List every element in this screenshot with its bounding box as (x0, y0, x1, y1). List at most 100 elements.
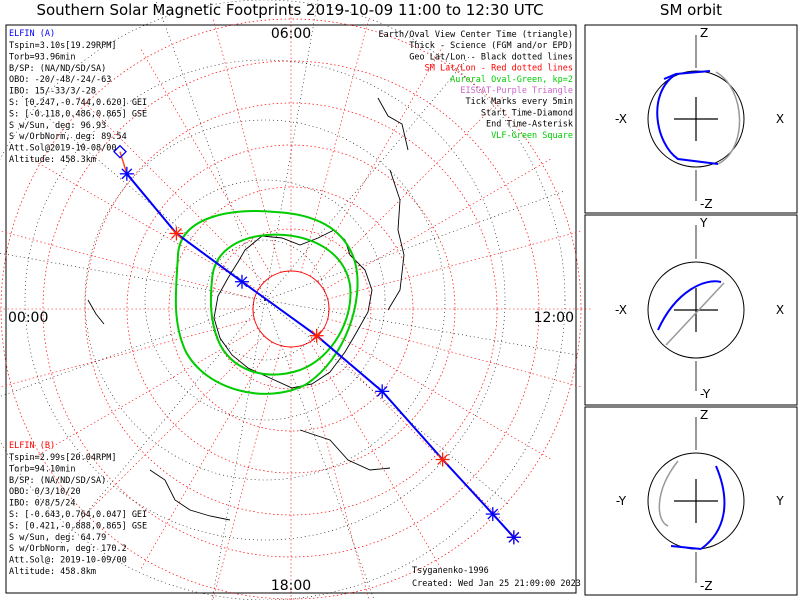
orbit-back (658, 460, 679, 527)
legend-entry: Thick - Science (FGM and/or EPD) (409, 41, 573, 51)
spacecraft-info-line: S w/OrbNorm, deg: 89.54 (9, 132, 127, 142)
spacecraft-info-line: S w/Sun, deg: 64.79 (9, 533, 106, 543)
legend-entry: VLF-Green Square (491, 131, 573, 141)
track-elfin-a (126, 173, 515, 539)
footprint-tracks (113, 144, 521, 545)
auroral-oval (174, 210, 359, 395)
spacecraft-info-line: Att.Sol@: 2019-10-09/00 (9, 556, 127, 566)
model-credit: Tsyganenko-1996 (412, 566, 489, 576)
orbit-elfin-a (663, 70, 711, 80)
axis-label-bottom: -Z (700, 197, 713, 211)
lt-label-right: 12:00 (534, 310, 574, 326)
sm-panel: Y -Y -X X (615, 216, 784, 401)
africa-tip-outline (377, 97, 409, 151)
page-title: Southern Solar Magnetic Footprints 2019-… (36, 1, 544, 19)
legend: Earth/Oval View Center Time (triangle)Th… (379, 30, 573, 141)
geo-lon-line (0, 299, 266, 397)
australia-outline (149, 469, 231, 521)
spacecraft-info-line: IBO: 0/8/5/24 (9, 499, 76, 509)
spacecraft-info-line: Altitude: 458.3km (9, 155, 96, 165)
geo-lon-line (264, 0, 319, 301)
geo-lon-line (59, 299, 266, 546)
spacecraft-name: ELFIN (A) (9, 29, 55, 39)
geo-lon-line (0, 252, 266, 301)
sm-lat-circle (84, 102, 498, 516)
legend-entry: Tick Marks every 5min (466, 97, 573, 107)
track-tick-mark (309, 328, 324, 343)
start-diamond-marker (113, 144, 127, 159)
geo-lat-circle (0, 0, 566, 600)
sm-lon-line (309, 341, 442, 569)
axis-label-top: Y (699, 216, 708, 230)
orbit-elfin-a (700, 465, 726, 550)
spacecraft-info-line: Torb=94.10min (9, 464, 76, 474)
geo-lat-circle (24, 59, 506, 541)
axis-label-right: Y (775, 494, 784, 508)
coastline-south (299, 429, 391, 471)
geo-lon-line (211, 299, 266, 600)
axis-label-top: Z (700, 26, 708, 40)
axis-label-right: X (776, 303, 784, 317)
elfin-b-info: ELFIN (B) Tspin=2.99s[20.04RPM]Torb=94.10… (9, 441, 147, 577)
spacecraft-info-line: OBO: 0/3/10/20 (9, 487, 81, 497)
sm-lon-line (323, 327, 551, 460)
sm-lon-line (317, 96, 504, 283)
track-tick-mark (119, 166, 134, 181)
sm-lon-line (1, 231, 255, 300)
spacecraft-info-line: IBO: 15/-33/3/-28 (9, 87, 96, 97)
spacecraft-info-line: S: [0.247,-0.744,0.620] GEI (9, 98, 147, 108)
end-asterisk-marker (506, 530, 521, 545)
legend-entry: Geo Lat/Lon - Black dotted lines (409, 52, 573, 62)
axis-label-right: X (776, 112, 784, 126)
geo-lon-line (264, 299, 375, 600)
polar-plot-frame (5, 24, 577, 594)
axis-label-top: Z (700, 408, 708, 422)
sm-lat-circle (126, 144, 456, 474)
auroral-oval-inner (209, 233, 352, 376)
sm-lon-line (323, 158, 551, 291)
geo-lon-line (155, 0, 266, 301)
sm-panel: Z -Z -X X (615, 26, 784, 211)
geo-lat-circle (144, 179, 386, 421)
sm-panel-yz-frame (584, 406, 798, 596)
legend-entry: Start Time-Diamond (481, 108, 573, 118)
sm-lon-line (317, 335, 504, 522)
sm-lon-line (300, 19, 369, 273)
sm-lat-circle (42, 60, 540, 558)
sm-orbit-title: SM orbit (659, 1, 723, 19)
spacecraft-info-line: Att.Sol@2019-10-08/00 (9, 144, 116, 154)
track-tick-mark (435, 452, 450, 467)
orbit-back (715, 71, 741, 165)
sm-panel-xy-frame (584, 214, 798, 406)
sm-panel: Z -Z -Y Y (616, 408, 784, 593)
legend-entry: Earth/Oval View Center Time (triangle) (379, 30, 573, 40)
track-tick-mark (375, 384, 390, 399)
geo-lon-line (264, 54, 471, 301)
sm-lat-circle (210, 228, 372, 390)
spacecraft-info-line: B/SP: (NA/ND/SD/SA) (9, 476, 106, 486)
created-timestamp: Created: Wed Jan 25 21:09:00 2023 (412, 579, 581, 589)
track-elfin-b (119, 151, 515, 538)
spacecraft-info-line: Tspin=3.10s[19.29RPM] (9, 41, 116, 51)
spacecraft-name: ELFIN (B) (9, 441, 55, 451)
orbit-elfin-a (656, 73, 719, 165)
spacecraft-info-line: S w/Sun, deg: 96.93 (9, 121, 106, 131)
sm-lat-circle (168, 186, 414, 432)
lt-label-top: 06:00 (271, 26, 311, 42)
legend-entry: EISCAT-Purple Triangle (460, 86, 573, 96)
track-tick-mark (485, 507, 500, 522)
legend-entry: Auroral Oval-Green, kp=2 (450, 75, 573, 85)
sm-panel-xz-frame (584, 24, 798, 214)
lt-label-left: 00:00 (8, 310, 48, 326)
geo-lon-line (264, 190, 566, 301)
polar-grid (0, 0, 591, 600)
spacecraft-info-line: OBO: -20/-48/-24/-63 (9, 75, 111, 85)
spacecraft-info-line: Torb=93.96min (9, 52, 76, 62)
orbit-elfin-a (670, 545, 702, 550)
sm-lon-line (78, 96, 265, 283)
lt-label-bottom: 18:00 (271, 578, 311, 594)
sm-lon-line (327, 231, 581, 300)
geo-lon-line (264, 299, 511, 506)
island-outline (87, 299, 105, 325)
earth-circle (647, 70, 745, 168)
